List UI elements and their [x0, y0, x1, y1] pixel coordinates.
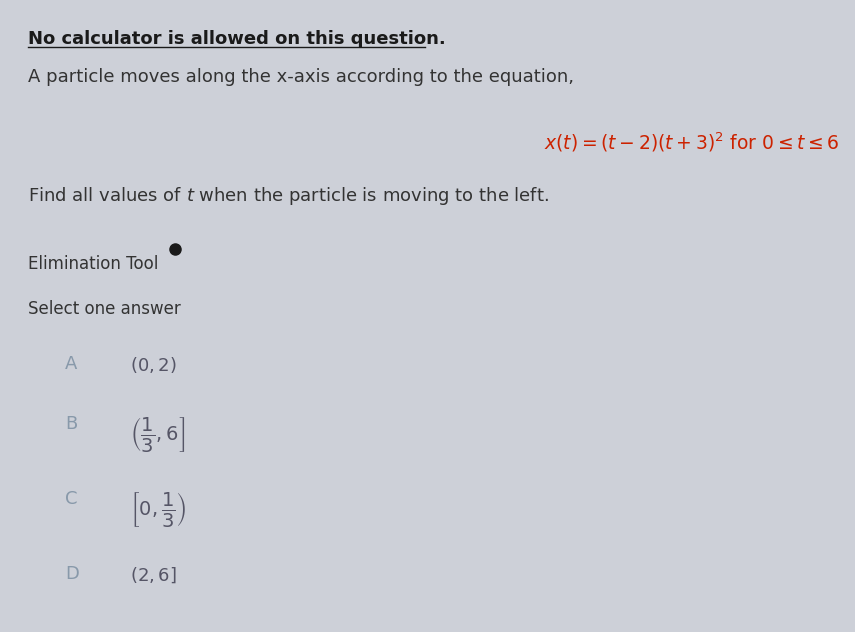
Text: No calculator is allowed on this question.: No calculator is allowed on this questio… [28, 30, 445, 48]
Text: $(2, 6]$: $(2, 6]$ [130, 565, 177, 585]
Text: A particle moves along the x-axis according to the equation,: A particle moves along the x-axis accord… [28, 68, 574, 86]
Text: $\left[0, \dfrac{1}{3}\right)$: $\left[0, \dfrac{1}{3}\right)$ [130, 490, 186, 529]
Text: D: D [65, 565, 79, 583]
Text: Elimination Tool: Elimination Tool [28, 255, 158, 273]
Text: $\left(\dfrac{1}{3}, 6\right]$: $\left(\dfrac{1}{3}, 6\right]$ [130, 415, 186, 454]
Text: Find all values of $t$ when the particle is moving to the left.: Find all values of $t$ when the particle… [28, 185, 549, 207]
Text: B: B [65, 415, 77, 433]
Text: $x(t) = (t-2)(t+3)^2\ \mathrm{for}\ 0 \leq t \leq 6$: $x(t) = (t-2)(t+3)^2\ \mathrm{for}\ 0 \l… [545, 130, 840, 154]
Text: C: C [65, 490, 78, 508]
Text: Select one answer: Select one answer [28, 300, 180, 318]
Text: $(0, 2)$: $(0, 2)$ [130, 355, 177, 375]
Text: A: A [65, 355, 77, 373]
